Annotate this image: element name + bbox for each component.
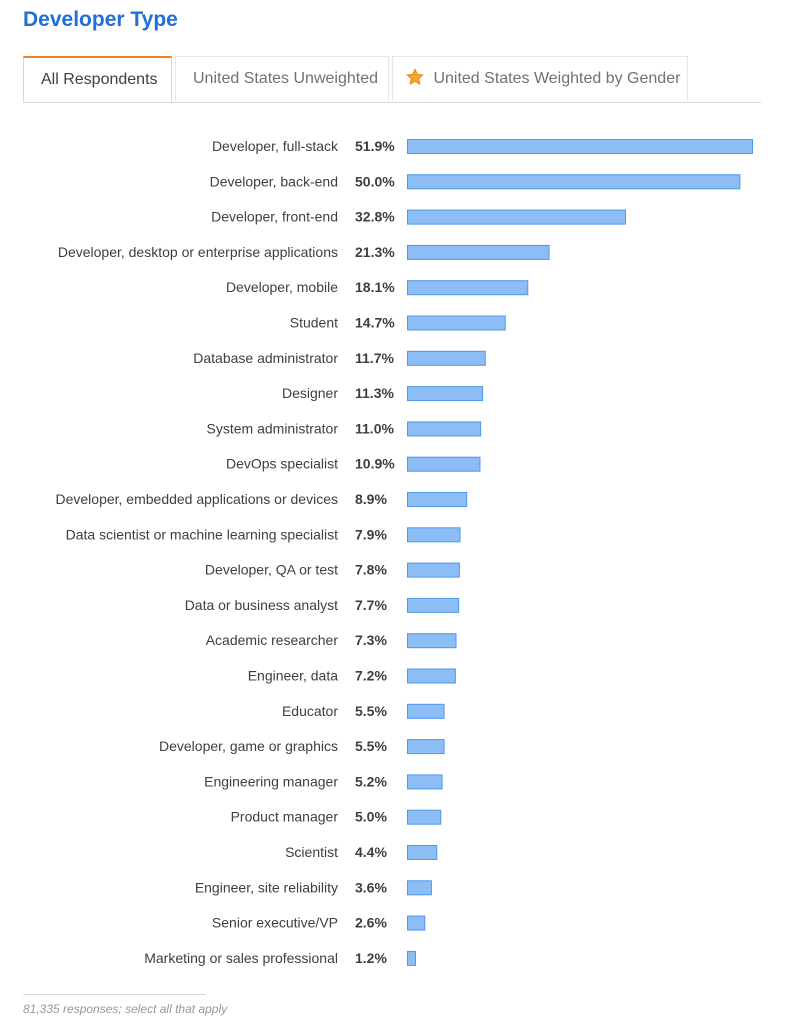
category-label: Developer, full-stack (212, 138, 339, 154)
value-label: 4.4% (355, 844, 387, 860)
category-label: System administrator (207, 420, 339, 436)
category-label: Marketing or sales professional (144, 950, 338, 966)
bar (407, 950, 416, 966)
value-label: 11.7% (355, 350, 394, 366)
category-label: Educator (282, 703, 338, 719)
category-label: Developer, mobile (226, 279, 338, 295)
category-label: Engineer, site reliability (195, 879, 338, 895)
category-label: Developer, game or graphics (159, 738, 338, 754)
category-label: Developer, QA or test (205, 562, 338, 578)
bar (407, 562, 460, 578)
bar (407, 280, 529, 296)
category-label: DevOps specialist (226, 456, 338, 472)
category-label: Developer, desktop or enterprise applica… (58, 244, 338, 260)
bar (407, 845, 438, 860)
category-label: Database administrator (193, 350, 338, 366)
tab-all-respondents[interactable]: All Respondents (23, 56, 172, 102)
bar (407, 809, 442, 825)
value-label: 50.0% (355, 173, 395, 189)
bar (407, 633, 457, 649)
category-label: Engineering manager (204, 773, 338, 789)
value-label: 2.6% (355, 915, 387, 931)
bar (407, 350, 486, 366)
bar (407, 421, 482, 437)
value-label: 7.8% (355, 562, 387, 578)
category-label: Developer, embedded applications or devi… (55, 491, 338, 507)
bar (407, 880, 432, 896)
bar (407, 315, 506, 331)
bar (407, 209, 627, 225)
category-label: Senior executive/VP (212, 915, 338, 931)
chart-title: Developer Type (23, 8, 178, 31)
bar (407, 668, 456, 684)
value-label: 18.1% (355, 279, 395, 295)
bar (407, 774, 443, 790)
tab-united-states-weighted-by-gender[interactable]: United States Weighted by Gender (392, 56, 688, 101)
bar (407, 492, 468, 507)
category-label: Scientist (285, 844, 338, 860)
value-label: 51.9% (355, 138, 395, 154)
bar (407, 174, 741, 190)
bar (407, 139, 753, 154)
value-label: 7.9% (355, 526, 387, 542)
value-label: 5.2% (355, 773, 387, 789)
value-label: 5.0% (355, 809, 387, 825)
value-label: 21.3% (355, 244, 395, 260)
value-label: 7.2% (355, 668, 387, 684)
category-label: Developer, back-end (210, 173, 338, 189)
tab-label: United States Weighted by Gender (433, 70, 681, 87)
bar (407, 527, 461, 543)
value-label: 5.5% (355, 738, 387, 754)
value-label: 5.5% (355, 703, 387, 719)
value-label: 14.7% (355, 315, 395, 331)
value-label: 10.9% (355, 456, 395, 472)
value-label: 32.8% (355, 209, 395, 225)
bar (407, 915, 426, 931)
tab-united-states-unweighted[interactable]: United States Unweighted (175, 56, 389, 101)
value-label: 11.0% (355, 420, 394, 436)
bar (407, 597, 460, 613)
value-label: 3.6% (355, 879, 387, 895)
footer-divider (23, 994, 206, 995)
value-label: 11.3% (355, 385, 394, 401)
category-label: Developer, front-end (211, 209, 338, 225)
bar-chart: Developer, full-stack 51.9% Developer, bac… (55, 138, 753, 966)
value-label: 1.2% (355, 950, 387, 966)
bar (407, 456, 481, 472)
value-label: 7.3% (355, 632, 387, 648)
category-label: Data scientist or machine learning speci… (66, 526, 338, 542)
category-label: Product manager (231, 809, 339, 825)
tab-bar: All Respondents United States Unweighted… (23, 56, 761, 103)
bar (407, 703, 445, 719)
category-label: Designer (282, 385, 338, 401)
category-label: Data or business analyst (185, 597, 338, 613)
star-icon (406, 68, 424, 85)
tab-label: United States Unweighted (193, 70, 378, 87)
response-count-note: 81,335 responses; select all that apply (23, 1002, 228, 1016)
category-label: Student (290, 315, 338, 331)
value-label: 8.9% (355, 491, 387, 507)
value-label: 7.7% (355, 597, 387, 613)
bar (407, 244, 550, 260)
tab-label: All Respondents (41, 71, 158, 88)
category-label: Academic researcher (206, 632, 339, 648)
bar (407, 739, 445, 755)
category-label: Engineer, data (248, 668, 339, 684)
bar (407, 386, 484, 402)
